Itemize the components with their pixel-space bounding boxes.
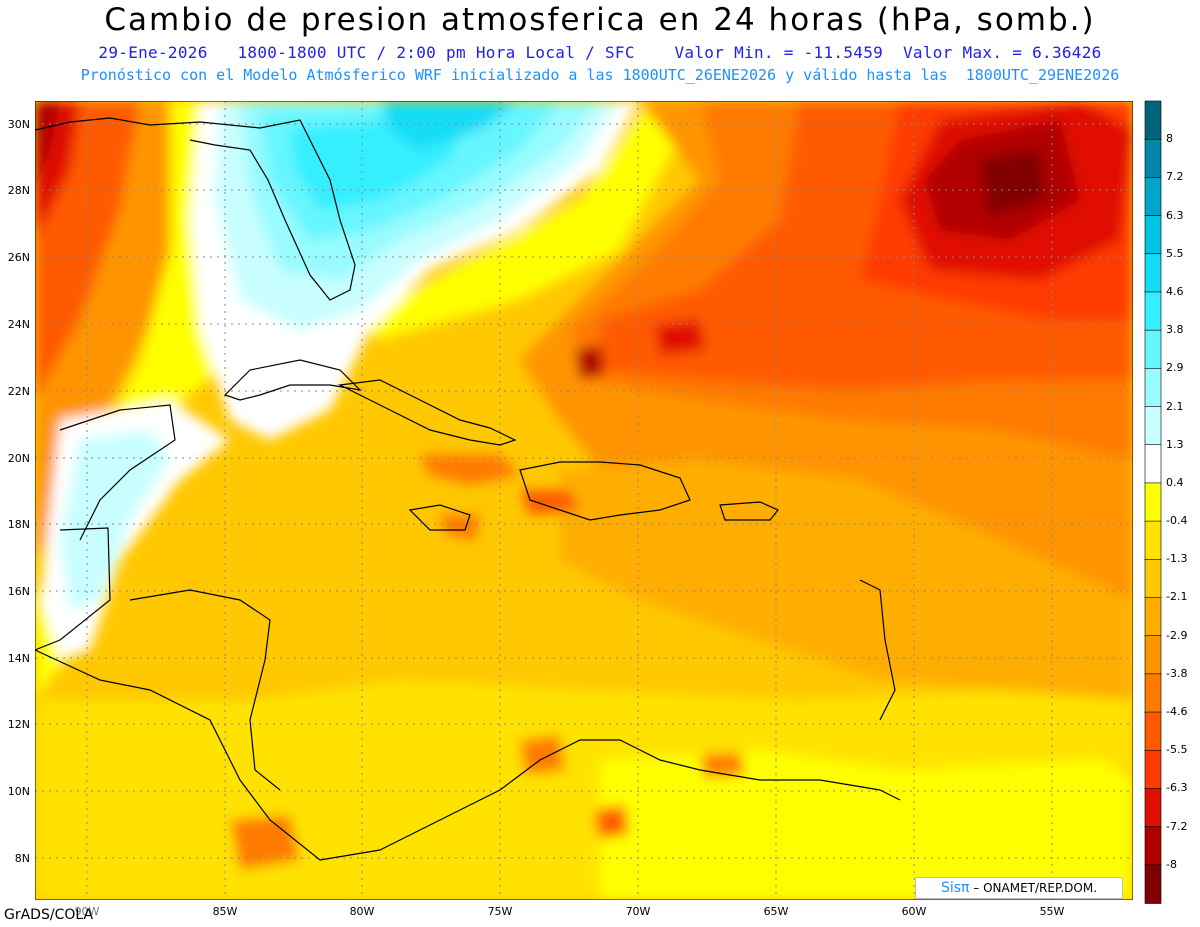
- lon-label: 75W: [487, 905, 513, 918]
- shaded-field: [35, 101, 1133, 900]
- colorbar-swatch: [1144, 597, 1162, 637]
- central-south-america-coast: [35, 649, 901, 861]
- colorbar-swatch: [1144, 406, 1162, 446]
- lon-label: 85W: [212, 905, 238, 918]
- lesser-antilles: [859, 579, 896, 721]
- lon-label: 70W: [625, 905, 651, 918]
- colorbar-swatch: [1144, 444, 1162, 484]
- colorbar-swatch: [1144, 558, 1162, 599]
- colorbar-tick-label: 6.3: [1166, 208, 1184, 222]
- colorbar-swatch: [1144, 711, 1162, 752]
- colorbar-tick-label: 2.9: [1166, 361, 1184, 375]
- honduras-nicaragua-coast: [129, 589, 281, 791]
- colorbar: [1144, 100, 1162, 904]
- lat-label: 28N: [7, 184, 30, 197]
- map-subtitle-model-info: Pronóstico con el Modelo Atmósferico WRF…: [80, 66, 1120, 84]
- colorbar-swatch: [1144, 788, 1162, 828]
- colorbar-swatch: [1144, 673, 1162, 713]
- sispi-logo: Sisπ: [940, 880, 970, 896]
- colorbar-tick-label: -4.6: [1166, 705, 1188, 719]
- lat-label: 26N: [7, 251, 30, 264]
- colorbar-swatch: [1144, 368, 1162, 408]
- colorbar-tick-label: -7.2: [1166, 819, 1188, 833]
- colorbar-tick-label: 8: [1166, 132, 1173, 146]
- colorbar-tick-label: 0.4: [1166, 475, 1184, 489]
- yucatan-coast: [35, 527, 111, 651]
- map-subtitle-valid-time: 29-Ene-2026 1800-1800 UTC / 2:00 pm Hora…: [98, 43, 1102, 62]
- florida-coast: [35, 117, 356, 301]
- hispaniola-coast: [519, 461, 691, 521]
- colorbar-tick-label: -3.8: [1166, 666, 1188, 680]
- lon-label: 60W: [901, 905, 927, 918]
- lat-label: 30N: [7, 118, 30, 131]
- colorbar-tick-label: -0.4: [1166, 514, 1188, 528]
- colorbar-swatch: [1144, 100, 1162, 140]
- cuba-east-coast: [337, 379, 517, 446]
- colorbar-swatch: [1144, 864, 1162, 904]
- colorbar-tick-label: 3.8: [1166, 323, 1184, 337]
- colorbar-swatch: [1144, 291, 1162, 331]
- colorbar-tick-label: -6.3: [1166, 781, 1188, 795]
- lon-label: 55W: [1039, 905, 1065, 918]
- colorbar-tick-label: -5.5: [1166, 743, 1188, 757]
- lon-label: 65W: [763, 905, 789, 918]
- brand-badge: Sisπ – ONAMET/REP.DOM.: [915, 877, 1123, 899]
- lat-label: 8N: [14, 852, 30, 865]
- colorbar-swatch: [1144, 215, 1162, 255]
- software-credit: GrADS/COLA: [4, 907, 94, 923]
- lat-label: 18N: [7, 518, 30, 531]
- lat-label: 24N: [7, 318, 30, 331]
- colorbar-tick-label: -2.1: [1166, 590, 1188, 604]
- colorbar-tick-label: 5.5: [1166, 246, 1184, 260]
- lat-label: 16N: [7, 585, 30, 598]
- yucatan-north-coast: [59, 404, 176, 541]
- colorbar-tick-label: 2.1: [1166, 399, 1184, 413]
- colorbar-swatch: [1144, 482, 1162, 522]
- map-title: Cambio de presion atmosferica en 24 hora…: [104, 2, 1096, 38]
- lat-label: 14N: [7, 652, 30, 665]
- colorbar-tick-label: -1.3: [1166, 552, 1188, 566]
- colorbar-tick-label: 1.3: [1166, 437, 1184, 451]
- jamaica-coast: [408, 504, 471, 531]
- colorbar-tick-label: -2.9: [1166, 628, 1188, 642]
- colorbar-swatch: [1144, 635, 1162, 675]
- colorbar-swatch: [1144, 826, 1162, 866]
- brand-text: – ONAMET/REP.DOM.: [973, 881, 1098, 895]
- lat-label: 12N: [7, 718, 30, 731]
- coastlines: [35, 117, 901, 861]
- colorbar-tick-label: 7.2: [1166, 170, 1184, 184]
- graticule: [35, 101, 1133, 900]
- colorbar-tick-label: -8: [1166, 857, 1177, 871]
- lat-label: 22N: [7, 385, 30, 398]
- colorbar-tick-label: 4.6: [1166, 284, 1184, 298]
- lon-label: 90W: [74, 905, 100, 918]
- colorbar-swatch: [1144, 749, 1162, 790]
- lat-label: 10N: [7, 785, 30, 798]
- lat-label: 20N: [7, 452, 30, 465]
- lon-label: 80W: [349, 905, 375, 918]
- colorbar-swatch: [1144, 177, 1162, 217]
- puerto-rico-coast: [719, 501, 779, 521]
- colorbar-swatch: [1144, 138, 1162, 179]
- colorbar-swatch: [1144, 253, 1162, 293]
- colorbar-swatch: [1144, 520, 1162, 561]
- colorbar-swatch: [1144, 329, 1162, 370]
